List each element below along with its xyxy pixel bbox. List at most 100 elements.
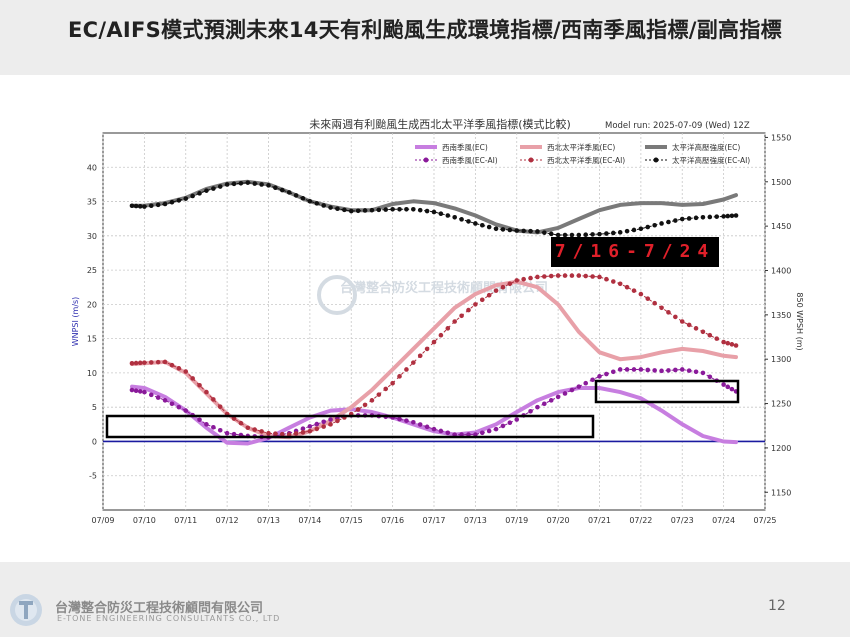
- series-point: [424, 346, 430, 352]
- series-point: [369, 207, 375, 213]
- series-point: [217, 404, 223, 410]
- series-point: [452, 319, 457, 324]
- series-point: [638, 226, 644, 232]
- series-point: [686, 322, 692, 328]
- slide-title: EC/AIFS模式預測未來14天有利颱風生成環境指標/西南季風指標/副高指標: [68, 18, 782, 42]
- series-point: [666, 368, 671, 373]
- page-number: 12: [768, 598, 786, 614]
- series-point: [133, 203, 139, 209]
- series-point: [624, 228, 630, 234]
- series-point: [424, 424, 430, 430]
- series-point: [404, 206, 409, 212]
- series-point: [562, 232, 568, 238]
- series-point: [328, 422, 333, 427]
- series-point: [404, 367, 409, 372]
- series-point: [293, 193, 299, 198]
- series-point: [273, 431, 278, 436]
- series-point: [542, 274, 547, 279]
- y-tick-label: 20: [87, 300, 97, 309]
- series-point: [659, 368, 664, 374]
- series-point: [638, 291, 644, 297]
- series-point: [666, 219, 671, 225]
- x-tick-label: 07/13: [257, 516, 280, 525]
- series-point: [569, 387, 575, 393]
- y-tick-label: 15: [87, 335, 97, 344]
- series-point: [610, 279, 616, 284]
- watermark-logo-icon: [317, 275, 357, 315]
- series-point: [342, 207, 347, 213]
- series-point: [231, 181, 237, 187]
- series-point: [431, 209, 437, 215]
- series-point: [459, 217, 464, 222]
- series-point: [631, 367, 637, 372]
- legend-marker: [423, 157, 429, 163]
- series-point: [548, 273, 554, 279]
- series-point: [137, 360, 143, 366]
- series-point: [652, 368, 657, 373]
- series-point: [555, 394, 561, 400]
- series-point: [211, 397, 216, 402]
- chart-subtitle: Model run: 2025-07-09 (Wed) 12Z: [605, 121, 750, 131]
- series-point: [729, 386, 735, 392]
- series-point: [714, 336, 720, 341]
- y-tick-label: 10: [87, 369, 97, 378]
- series-point: [493, 288, 499, 293]
- series-point: [155, 202, 161, 208]
- series-point: [417, 422, 423, 427]
- series-point: [307, 199, 313, 204]
- y2-tick-label: 1550: [771, 133, 791, 142]
- series-point: [679, 319, 685, 324]
- series-point: [725, 384, 731, 390]
- series-point: [411, 419, 416, 425]
- series-point: [204, 422, 209, 427]
- legend-marker: [528, 157, 534, 163]
- series-point: [266, 430, 271, 436]
- y2-tick-label: 1450: [771, 222, 791, 231]
- series-point: [555, 273, 561, 278]
- series-point: [507, 281, 513, 287]
- series-point: [548, 398, 554, 403]
- x-tick-label: 07/23: [671, 516, 694, 525]
- y-tick-label: 35: [87, 198, 97, 207]
- x-tick-label: 07/24: [712, 516, 735, 525]
- series-point: [604, 371, 609, 377]
- series-point: [162, 359, 168, 365]
- series-point: [300, 430, 306, 435]
- series-point: [521, 276, 526, 282]
- series-point: [129, 361, 135, 366]
- series-point: [590, 274, 595, 279]
- series-point: [438, 211, 444, 217]
- series-point: [355, 407, 361, 412]
- series-point: [700, 370, 706, 376]
- y2-tick-label: 1350: [771, 311, 791, 320]
- series-point: [183, 196, 189, 201]
- series-point: [666, 310, 671, 315]
- series-point: [576, 232, 582, 238]
- series-point: [542, 401, 547, 407]
- series-point: [252, 427, 258, 432]
- series-point: [273, 185, 278, 191]
- series-point: [528, 228, 533, 234]
- series-point: [673, 314, 678, 320]
- series-point: [204, 188, 209, 193]
- series-point: [217, 427, 223, 433]
- series-point: [169, 362, 175, 368]
- x-tick-label: 07/14: [298, 516, 321, 525]
- series-point: [211, 424, 216, 430]
- series-point: [335, 206, 340, 211]
- series-point: [183, 369, 189, 374]
- series-point: [569, 273, 575, 278]
- series-point: [679, 216, 685, 222]
- series-point: [473, 302, 478, 307]
- series-point: [204, 389, 209, 395]
- x-tick-label: 07/19: [505, 516, 528, 525]
- series-point: [500, 423, 506, 429]
- series-point: [624, 367, 630, 372]
- series-point: [224, 182, 230, 187]
- series-point: [631, 288, 637, 293]
- series-point: [500, 227, 506, 232]
- series-point: [137, 204, 143, 209]
- series-point: [383, 386, 389, 392]
- y-tick-label: -5: [89, 472, 97, 481]
- series-point: [638, 367, 644, 372]
